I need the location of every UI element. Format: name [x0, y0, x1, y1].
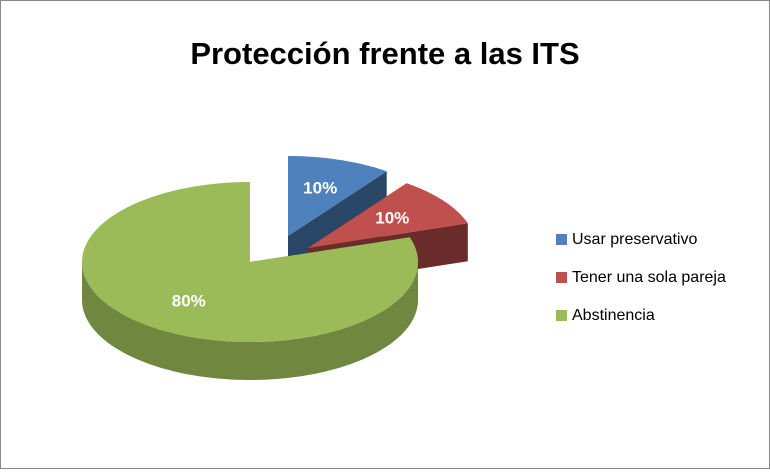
legend-swatch — [556, 234, 567, 245]
legend-swatch — [556, 272, 567, 283]
chart-title: Protección frente a las ITS — [190, 36, 579, 71]
legend-swatch — [556, 310, 567, 321]
legend-label: Usar preservativo — [572, 231, 697, 248]
legend-label: Tener una sola pareja — [572, 269, 726, 286]
slice — [288, 156, 387, 236]
data-label: 10% — [303, 178, 337, 197]
slice — [82, 182, 418, 342]
data-label: 80% — [172, 292, 206, 311]
slice — [308, 183, 468, 248]
data-label: 10% — [375, 208, 409, 227]
slice-wall — [82, 262, 418, 380]
legend-label: Abstinencia — [572, 307, 655, 324]
